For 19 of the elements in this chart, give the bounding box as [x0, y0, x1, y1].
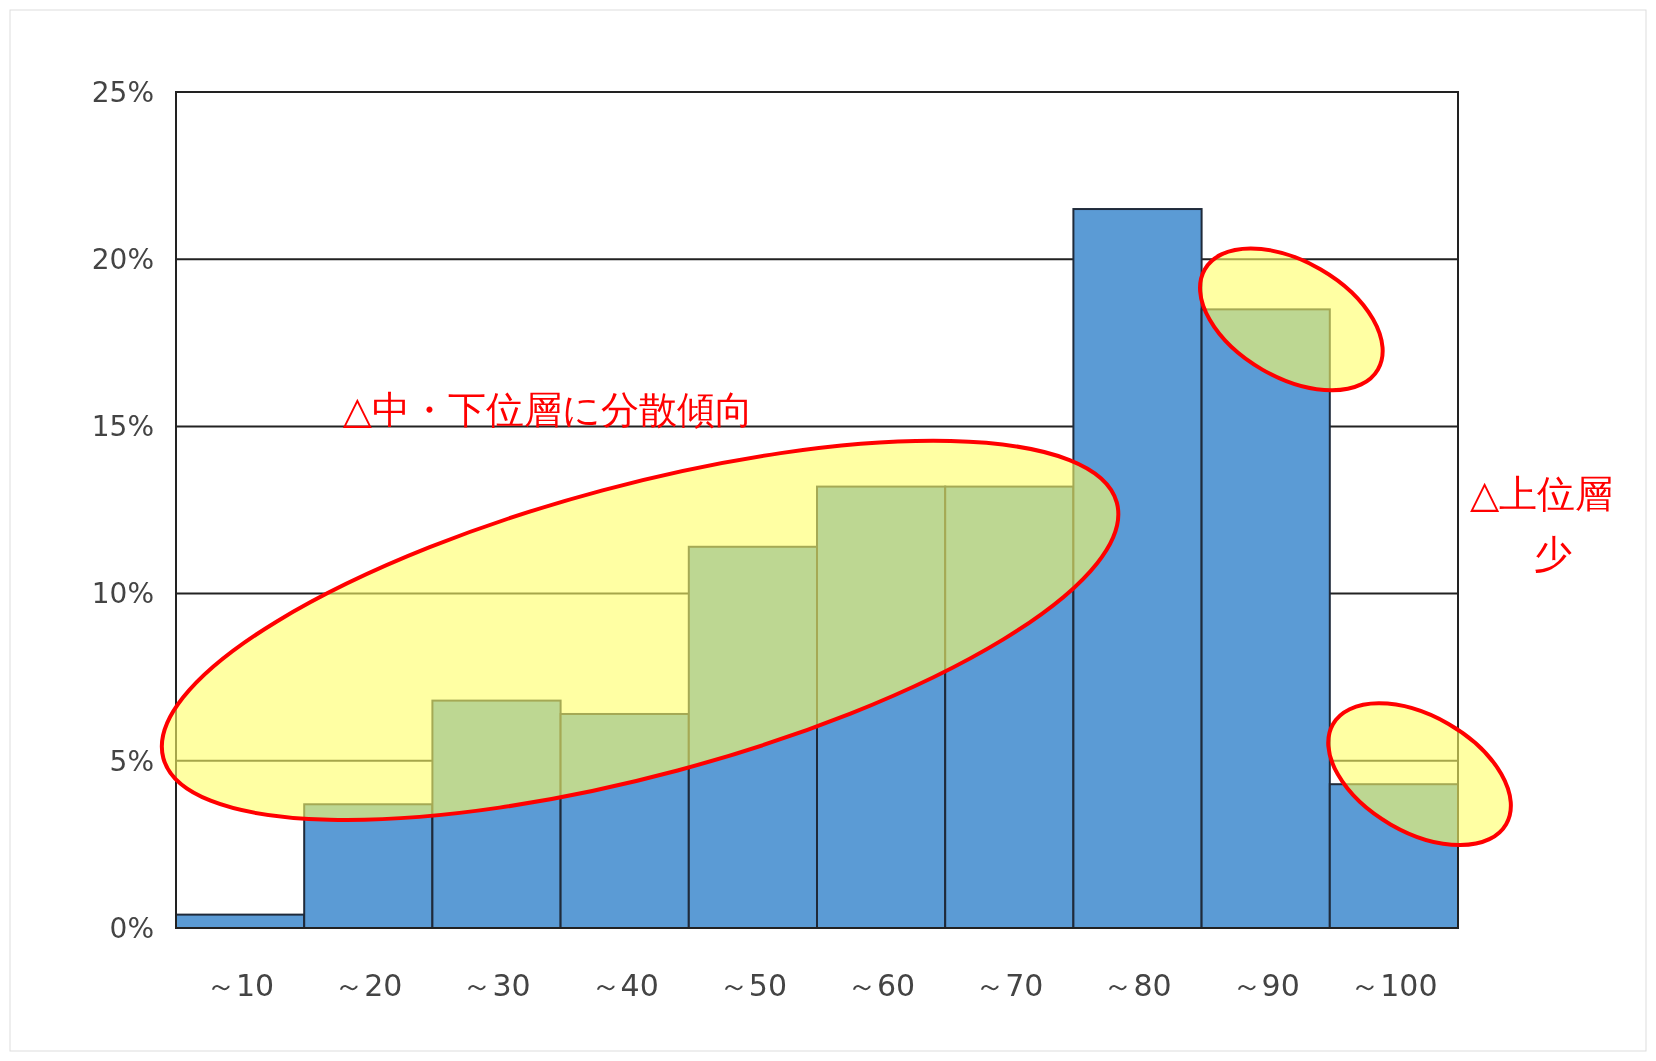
x-tick-label: ～40	[590, 968, 659, 1003]
x-tick-label: ～50	[718, 968, 787, 1003]
x-tick-label: ～100	[1350, 968, 1438, 1003]
x-tick-label: ～80	[1103, 968, 1172, 1003]
x-tick-label: ～30	[462, 968, 531, 1003]
x-tick-label: ～10	[206, 968, 275, 1003]
x-tick-label: ～20	[334, 968, 403, 1003]
text: △上位層	[1470, 471, 1614, 516]
y-tick-label: 15%	[91, 410, 154, 444]
annotation: △中・下位層に分散傾向	[342, 388, 753, 433]
y-tick-label: 10%	[91, 577, 154, 611]
y-tick-label: 20%	[91, 243, 154, 276]
x-tick-label: ～60	[847, 968, 916, 1003]
x-tick-label: ～90	[1231, 968, 1300, 1003]
y-tick-label: 5%	[109, 744, 154, 778]
text: 少	[1534, 531, 1572, 576]
x-tick-label: ～70	[975, 968, 1044, 1003]
y-tick-label: 0%	[109, 911, 154, 945]
y-tick-label: 25%	[91, 75, 154, 109]
